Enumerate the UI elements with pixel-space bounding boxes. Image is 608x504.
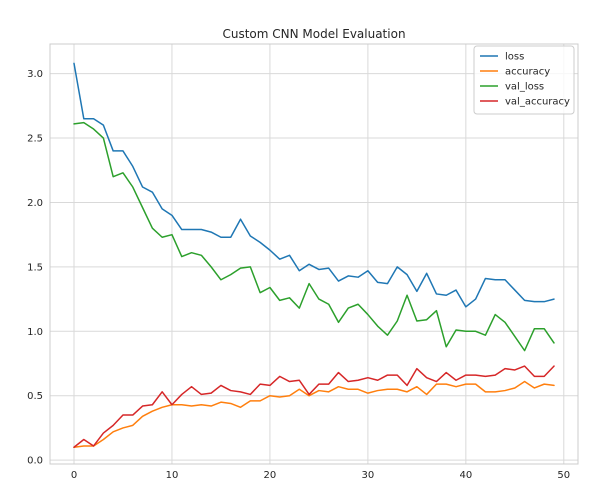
y-tick-label: 2.5 [27,134,43,145]
y-tick-label: 0.5 [27,391,43,402]
legend: loss accuracy val_loss val_accuracy [473,45,575,115]
x-tick-label: 10 [166,470,179,481]
x-tick-label: 0 [71,470,77,481]
series-line-loss [73,62,555,308]
y-tick-label: 1.0 [27,327,43,338]
x-tick-label: 40 [459,470,472,481]
legend-label: accuracy [505,67,550,78]
x-tick-label: 50 [557,470,570,481]
plot-frame [49,43,579,465]
legend-label: val_loss [505,82,544,93]
series-layer [73,62,555,448]
series-line-val-loss [73,121,555,352]
series-line-val-accuracy [73,365,555,448]
chart-title: Custom CNN Model Evaluation [222,27,405,41]
series-line-accuracy [73,380,555,448]
legend-label: val_accuracy [505,97,570,108]
tick-labels: 0 10 20 30 40 50 0.0 0.5 1.0 1.5 2.0 2.5 3.0 [27,69,570,481]
x-tick-label: 20 [264,470,277,481]
y-tick-label: 1.5 [27,262,43,273]
y-tick-label: 3.0 [27,69,43,80]
x-tick-label: 30 [362,470,375,481]
y-tick-label: 0.0 [27,456,43,467]
legend-box [473,45,575,115]
y-tick-label: 2.0 [27,198,43,209]
legend-label: loss [505,52,524,63]
